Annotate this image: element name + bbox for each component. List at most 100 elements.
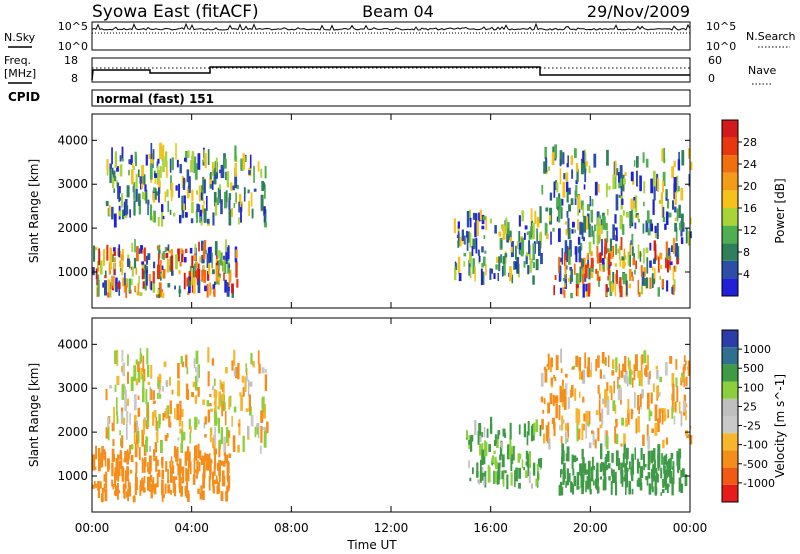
power-echo-cell bbox=[519, 249, 522, 255]
power-echo-cell bbox=[135, 188, 138, 202]
power-echo-cell bbox=[187, 291, 190, 295]
power-echo-cell bbox=[609, 238, 612, 252]
power-echo-cell bbox=[189, 265, 192, 273]
power-echo-cell bbox=[462, 240, 464, 245]
velocity-echo-cell bbox=[591, 456, 594, 470]
power-echo-cell bbox=[145, 189, 148, 204]
power-echo-cell bbox=[458, 273, 462, 282]
power-echo-cell bbox=[532, 262, 536, 268]
velocity-echo-cell bbox=[624, 370, 628, 384]
velocity-echo-cell bbox=[576, 476, 579, 490]
power-echo-cell bbox=[244, 187, 246, 194]
power-echo-cell bbox=[496, 256, 499, 263]
velocity-colorbar-label: Velocity [m s^-1] bbox=[773, 374, 787, 478]
velocity-echo-cell bbox=[501, 470, 504, 480]
velocity-echo-cell bbox=[641, 389, 644, 399]
power-echo-cell bbox=[650, 178, 654, 194]
power-echo-cell bbox=[213, 291, 215, 295]
power-echo-cell bbox=[139, 292, 143, 297]
velocity-echo-cell bbox=[618, 363, 621, 380]
cpid-frame bbox=[91, 89, 691, 107]
power-echo-cell bbox=[667, 199, 670, 209]
velocity-echo-cell bbox=[213, 411, 217, 422]
power-echo-cell bbox=[236, 184, 239, 190]
velocity-echo-cell bbox=[666, 461, 669, 473]
power-echo-cell bbox=[674, 206, 677, 213]
velocity-echo-cell bbox=[571, 454, 574, 469]
velocity-echo-cell bbox=[119, 450, 123, 460]
power-echo-cell bbox=[607, 209, 609, 216]
power-echo-cell bbox=[133, 184, 136, 200]
power-echo-cell bbox=[626, 280, 628, 296]
power-echo-cell bbox=[689, 161, 693, 170]
velocity-echo-cell bbox=[496, 436, 499, 448]
power-echo-cell bbox=[111, 147, 113, 165]
velocity-echo-cell bbox=[126, 411, 129, 423]
power-echo-cell bbox=[165, 247, 168, 251]
power-echo-cell bbox=[179, 164, 182, 174]
velocity-echo-cell bbox=[676, 386, 679, 403]
power-echo-cell bbox=[643, 248, 645, 264]
nsky-label: N.Sky bbox=[4, 31, 36, 44]
power-echo-cell bbox=[463, 253, 467, 257]
velocity-echo-cell bbox=[600, 443, 603, 460]
power-echo-cell bbox=[561, 248, 564, 265]
velocity-echo-cell bbox=[181, 466, 185, 484]
velocity-echo-cell bbox=[598, 399, 601, 415]
power-echo-cell bbox=[500, 240, 503, 248]
power-echo-cell bbox=[232, 185, 235, 191]
power-echo-cell bbox=[161, 265, 164, 270]
velocity-echo-cell bbox=[239, 392, 242, 397]
velocity-echo-cell bbox=[647, 472, 651, 479]
y-tick-label: 1000 bbox=[57, 469, 88, 483]
power-echo-cell bbox=[557, 210, 561, 223]
velocity-echo-cell bbox=[181, 361, 184, 368]
power-echo-cell bbox=[565, 172, 569, 181]
velocity-echo-cell bbox=[117, 469, 120, 482]
power-echo-cell bbox=[481, 246, 484, 253]
power-echo-cell bbox=[186, 150, 190, 158]
velocity-echo-cell bbox=[559, 385, 562, 403]
velocity-echo-cell bbox=[567, 396, 571, 409]
power-echo-cell bbox=[588, 241, 592, 255]
velocity-echo-cell bbox=[130, 469, 133, 474]
velocity-echo-cell bbox=[648, 409, 651, 422]
power-echo-cell bbox=[149, 204, 153, 221]
velocity-echo-cell bbox=[585, 480, 587, 493]
velocity-echo-cell bbox=[137, 361, 140, 372]
power-echo-cell bbox=[165, 252, 169, 259]
power-echo-cell bbox=[147, 199, 150, 205]
velocity-echo-cell bbox=[187, 491, 189, 495]
velocity-echo-cell bbox=[245, 374, 249, 382]
power-echo-cell bbox=[95, 268, 98, 279]
velocity-echo-cell bbox=[107, 416, 110, 430]
velocity-echo-cell bbox=[494, 434, 497, 444]
power-echo-cell bbox=[627, 251, 631, 266]
power-echo-cell bbox=[175, 254, 178, 270]
power-echo-cell bbox=[672, 200, 675, 210]
power-echo-cell bbox=[521, 237, 525, 255]
velocity-echo-cell bbox=[576, 408, 580, 425]
power-echo-cell bbox=[120, 254, 124, 261]
power-echo-cell bbox=[198, 185, 201, 202]
power-echo-cell bbox=[183, 272, 186, 290]
power-echo-cell bbox=[549, 192, 553, 201]
velocity-echo-cell bbox=[576, 472, 579, 477]
power-echo-cell bbox=[615, 243, 618, 255]
velocity-echo-cell bbox=[511, 446, 514, 462]
power-echo-cell bbox=[183, 203, 185, 212]
velocity-echo-cell bbox=[209, 393, 212, 398]
freq-unit: [MHz] bbox=[4, 67, 36, 80]
velocity-echo-cell bbox=[220, 460, 224, 466]
power-echo-cell bbox=[622, 272, 626, 285]
velocity-echo-cell bbox=[256, 428, 259, 435]
velocity-echo-cell bbox=[583, 413, 587, 422]
velocity-echo-cell bbox=[208, 453, 211, 462]
velocity-echo-cell bbox=[497, 433, 500, 440]
velocity-echo-cell bbox=[137, 367, 141, 383]
power-echo-cell bbox=[225, 239, 227, 253]
velocity-echo-cell bbox=[579, 366, 581, 380]
power-echo-cell bbox=[141, 262, 145, 271]
power-echo-cell bbox=[106, 244, 109, 261]
title: Syowa East (fitACF) bbox=[92, 2, 259, 22]
